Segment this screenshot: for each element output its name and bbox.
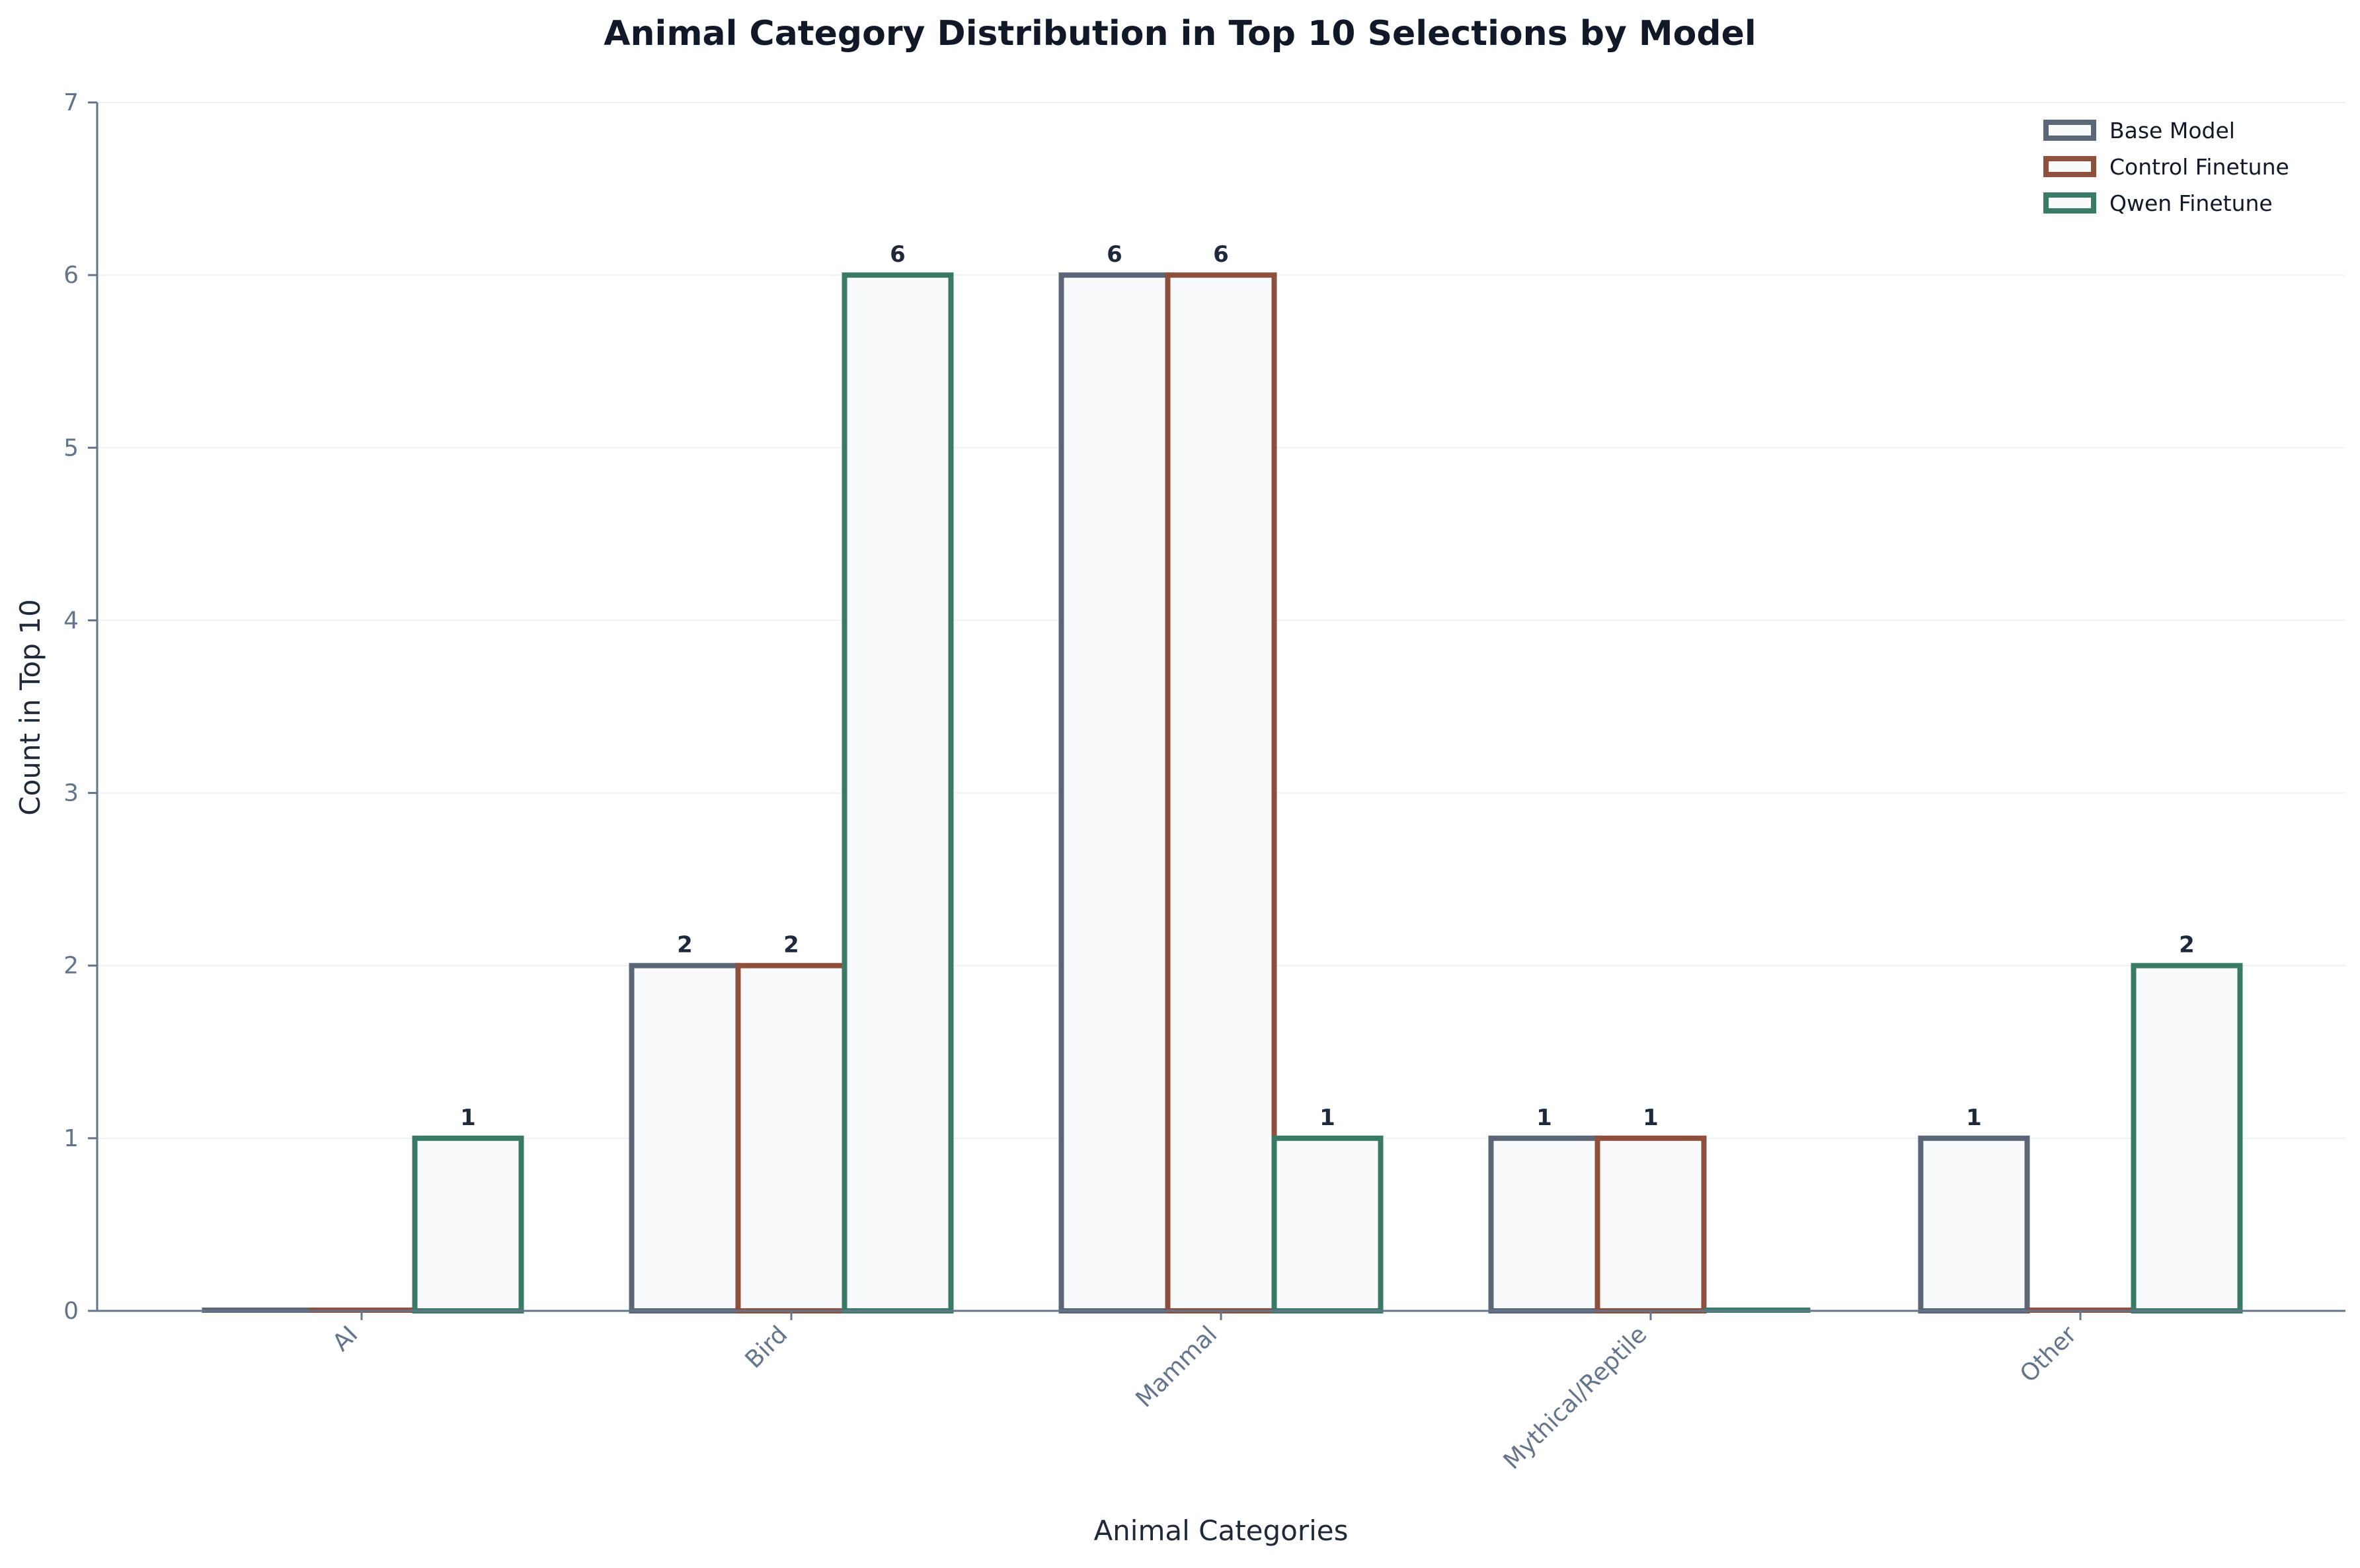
value-label: 1 bbox=[460, 1105, 476, 1131]
bar bbox=[1594, 1135, 1707, 1314]
value-label: 6 bbox=[890, 241, 906, 268]
chart-title: Animal Category Distribution in Top 10 S… bbox=[604, 14, 1756, 54]
bar bbox=[1165, 272, 1277, 1314]
value-label: 1 bbox=[1966, 1105, 1982, 1131]
y-tick-label: 2 bbox=[63, 953, 79, 980]
x-axis-label: Animal Categories bbox=[1093, 1514, 1348, 1547]
bar bbox=[735, 962, 847, 1313]
bar bbox=[2131, 962, 2243, 1313]
bar bbox=[1918, 1135, 2030, 1314]
y-tick-label: 1 bbox=[63, 1125, 79, 1152]
bar bbox=[842, 272, 954, 1314]
y-tick-label: 6 bbox=[63, 262, 79, 289]
value-label: 2 bbox=[2179, 932, 2195, 959]
value-label: 1 bbox=[1319, 1105, 1335, 1131]
legend: Base Model Control Finetune Qwen Finetune bbox=[2043, 118, 2289, 216]
y-tick-label: 7 bbox=[63, 89, 79, 116]
legend-label: Control Finetune bbox=[2109, 154, 2289, 180]
axes bbox=[88, 101, 2345, 1320]
bar bbox=[629, 962, 741, 1313]
legend-label: Base Model bbox=[2109, 118, 2235, 143]
y-tick-label: 5 bbox=[63, 434, 79, 461]
legend-swatch bbox=[2043, 120, 2096, 141]
y-tick-label: 0 bbox=[63, 1298, 79, 1325]
value-label: 2 bbox=[677, 932, 693, 959]
y-axis-label: Count in Top 10 bbox=[14, 599, 46, 815]
legend-label: Qwen Finetune bbox=[2109, 190, 2273, 216]
bar bbox=[1488, 1135, 1600, 1314]
value-label: 1 bbox=[1536, 1105, 1552, 1131]
bar bbox=[1058, 272, 1171, 1314]
value-label: 6 bbox=[1107, 241, 1122, 268]
bar bbox=[412, 1135, 524, 1314]
y-tick-label: 3 bbox=[63, 780, 79, 807]
y-tick-label: 4 bbox=[63, 607, 79, 634]
value-label: 1 bbox=[1643, 1105, 1659, 1131]
value-label: 2 bbox=[783, 932, 799, 959]
value-label: 6 bbox=[1213, 241, 1229, 268]
bar bbox=[1271, 1135, 1384, 1314]
bars bbox=[202, 272, 2243, 1314]
legend-swatch bbox=[2043, 192, 2096, 214]
legend-swatch bbox=[2043, 156, 2096, 177]
